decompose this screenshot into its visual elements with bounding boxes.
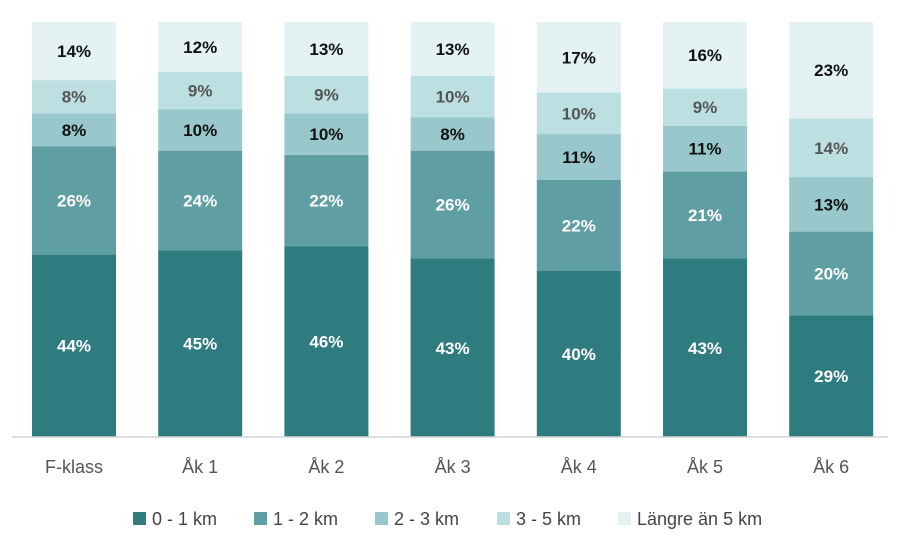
data-label: 22% [309,191,343,210]
data-label: 16% [688,46,722,65]
legend-label: Längre än 5 km [637,509,762,529]
bar-segment [789,22,874,119]
data-label: 8% [62,121,87,140]
bar-segment [410,22,495,76]
data-label: 45% [183,335,217,354]
category-label: F-klass [45,457,103,477]
bar-segment [663,88,747,126]
legend-label: 3 - 5 km [516,509,581,529]
bar-segment [789,315,874,437]
category-label: Åk 3 [435,457,471,477]
legend-label: 2 - 3 km [394,509,459,529]
category-label: Åk 5 [687,457,723,477]
bar-segment [536,271,621,437]
bar-segment [32,113,116,147]
data-label: 12% [183,38,217,57]
data-label: 29% [814,367,848,386]
bar-segment [663,258,747,437]
bar-segment [663,171,747,259]
bar-segment [410,117,495,151]
bar-segment [284,154,369,247]
category-label: Åk 1 [182,457,218,477]
data-label: 24% [183,191,217,210]
data-label: 8% [440,125,465,144]
bar-segment [32,146,116,255]
bar-segment [158,109,243,151]
category-label: Åk 2 [308,457,344,477]
legend-label: 0 - 1 km [152,509,217,529]
bar-segment [158,250,243,437]
bar-segment [158,71,243,110]
legend-label: 1 - 2 km [273,509,338,529]
bar-segment [789,177,874,232]
data-label: 10% [562,104,596,123]
bar-segment [284,113,369,155]
bar-segment [663,22,747,89]
data-label: 26% [436,196,470,215]
bar-segment [284,22,369,76]
data-label: 8% [62,88,87,107]
data-label: 10% [309,125,343,144]
data-label: 13% [814,195,848,214]
legend: 0 - 1 km 1 - 2 km 2 - 3 km 3 - 5 km Längre ä… [133,509,762,529]
bar-segment [32,80,116,114]
bar-segment [789,231,874,316]
category-labels: F-klass Åk 1 Åk 2 Åk 3 Åk 4 Åk 5 Åk 6 [45,457,849,477]
bar-segment [32,254,116,437]
bar-segment [410,75,495,118]
bar-segment [663,125,747,172]
legend-swatch [254,512,267,525]
data-label: 9% [314,86,339,105]
data-label: 26% [57,191,91,210]
data-label: 43% [436,339,470,358]
data-label: 14% [814,139,848,158]
category-label: Åk 4 [561,457,597,477]
bars-group: 44% 26% 8% 8% 14% 45% 24% 10% 9% 12% 46% 22% 10% 9% 13… [32,22,874,437]
bar-segment [284,246,369,437]
bar-segment [536,92,621,135]
bar-segment [158,22,243,72]
data-label: 21% [688,206,722,225]
data-label: 40% [562,345,596,364]
data-label: 13% [436,40,470,59]
bar-segment [32,22,116,81]
data-label: 9% [693,98,718,117]
bar-segment [410,258,495,437]
data-label: 20% [814,265,848,284]
legend-swatch [375,512,388,525]
legend-swatch [618,512,631,525]
data-label: 22% [562,216,596,235]
data-label: 14% [57,42,91,61]
data-label: 43% [688,339,722,358]
category-label: Åk 6 [813,457,849,477]
data-label: 46% [309,333,343,352]
data-label: 17% [562,48,596,67]
bar-segment [158,150,243,251]
data-label: 44% [57,337,91,356]
bar-segment [536,22,621,93]
bar-segment [536,179,621,271]
bar-segment [284,75,369,114]
data-label: 11% [688,140,721,159]
data-label: 13% [309,40,343,59]
data-label: 10% [183,121,217,140]
legend-swatch [497,512,510,525]
data-label: 23% [814,61,848,80]
data-label: 11% [562,148,595,167]
bar-segment [410,150,495,259]
data-label: 10% [436,88,470,107]
data-label: 9% [188,81,213,100]
legend-swatch [133,512,146,525]
bar-segment [789,118,874,178]
bar-segment [536,134,621,180]
